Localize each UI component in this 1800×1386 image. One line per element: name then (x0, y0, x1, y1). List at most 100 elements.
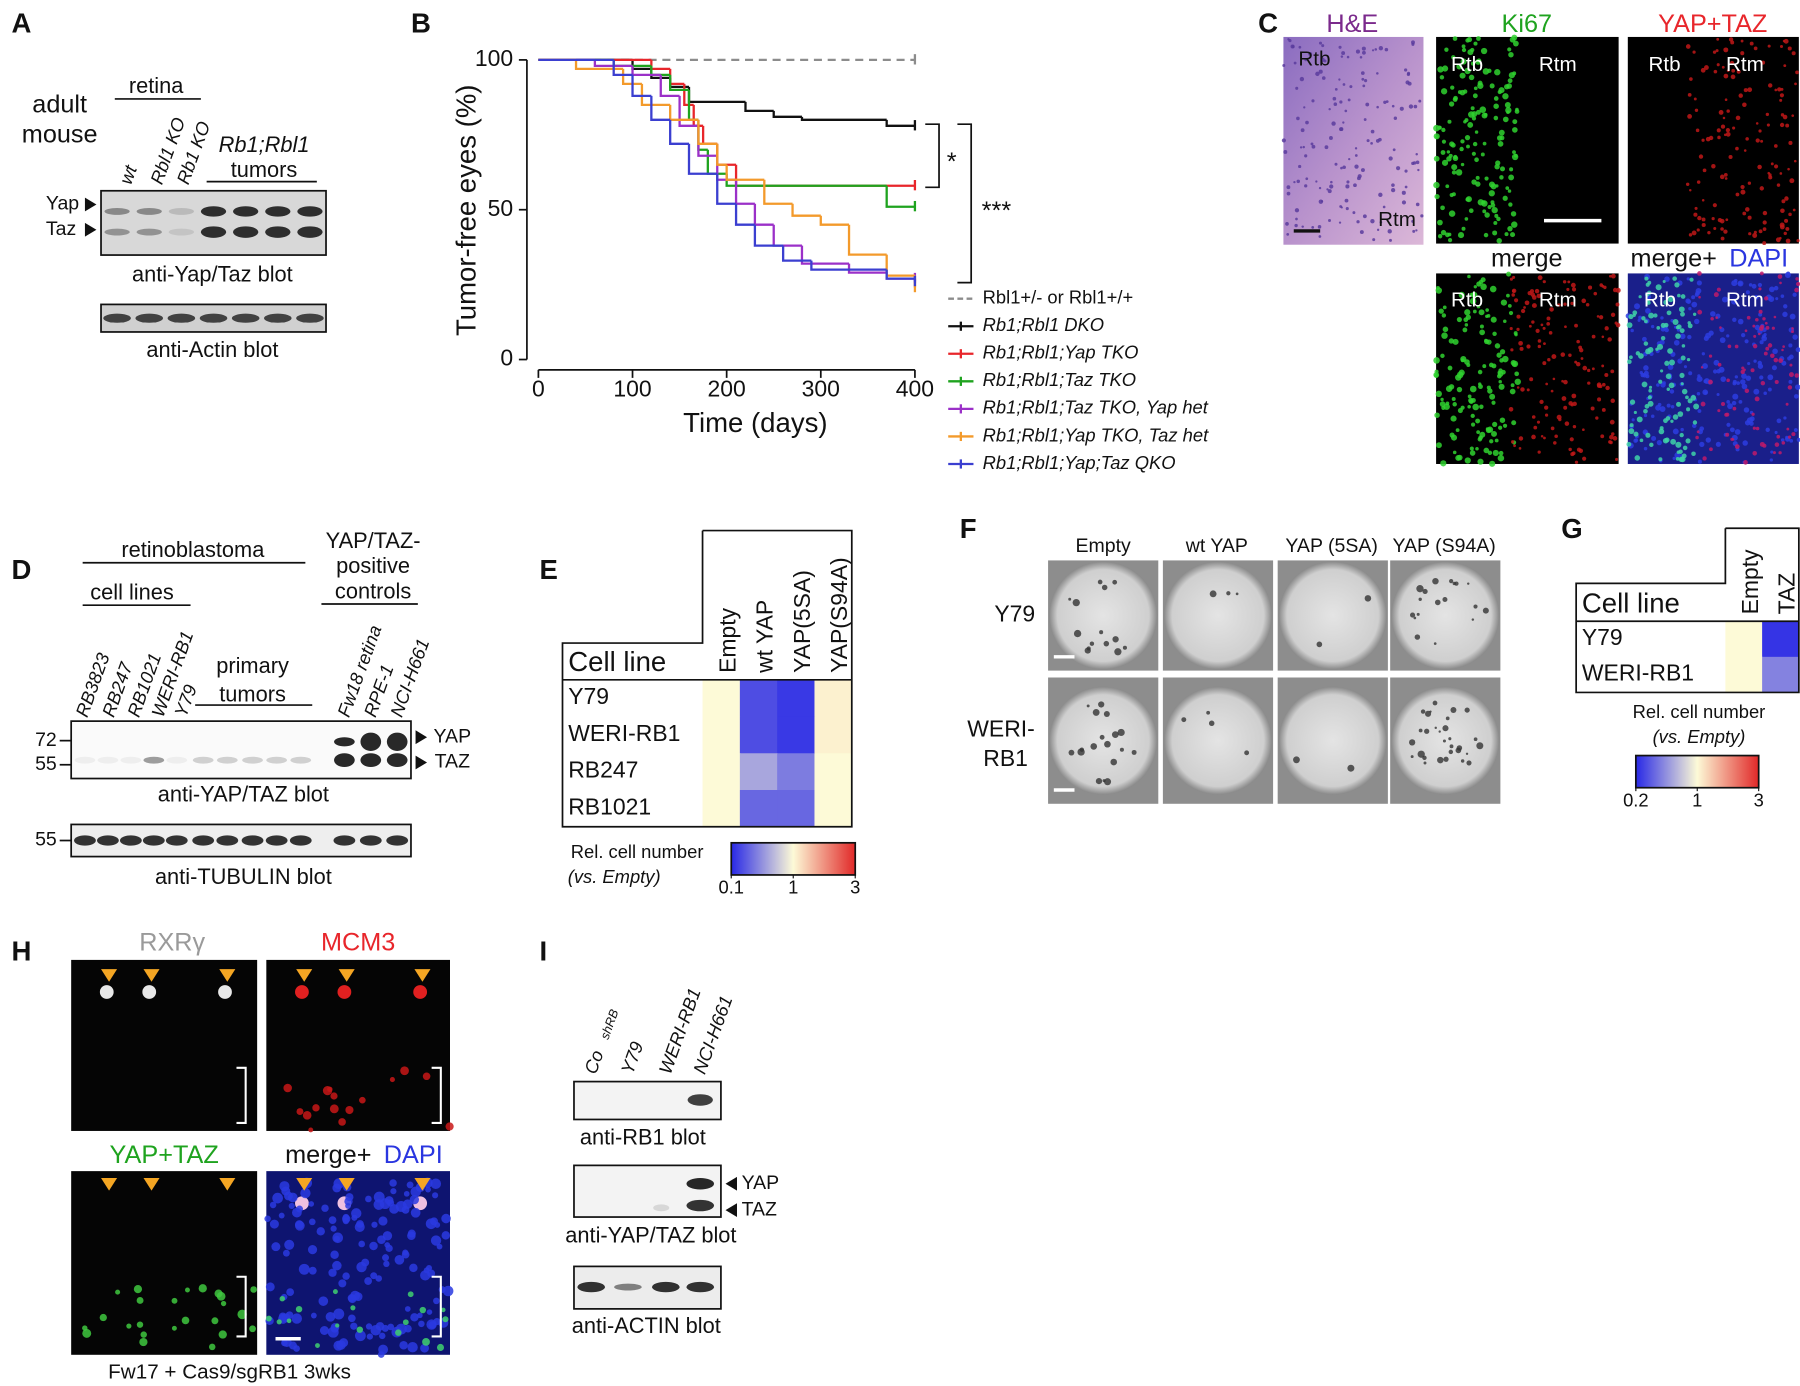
band (652, 1281, 680, 1293)
cell (1499, 135, 1505, 141)
cell (1615, 302, 1620, 307)
cell (1344, 198, 1349, 203)
cell (1757, 282, 1763, 288)
cell (1770, 353, 1775, 359)
colony (1068, 749, 1075, 756)
cell (1441, 139, 1447, 144)
colony (1465, 752, 1469, 755)
cell (1460, 405, 1465, 410)
cell (1628, 313, 1634, 320)
cell (1401, 190, 1406, 195)
cell (1753, 294, 1759, 300)
cell (1688, 307, 1692, 311)
cell (1629, 423, 1634, 428)
cell (1761, 335, 1768, 342)
cell (1506, 271, 1512, 277)
cell (1391, 183, 1395, 187)
cell (1479, 329, 1485, 336)
cell (1361, 77, 1365, 81)
cell (278, 1212, 285, 1219)
cell (1413, 104, 1418, 109)
heatmap-cell (777, 790, 816, 828)
cell (296, 1108, 304, 1116)
cell (269, 1219, 279, 1229)
cell (1758, 229, 1763, 234)
arrowhead-marker (143, 969, 160, 982)
cell (308, 1266, 317, 1275)
cell (1753, 359, 1757, 363)
band (577, 1281, 605, 1293)
cell (1769, 458, 1773, 462)
cell (1605, 385, 1610, 391)
heatmap-cell (814, 790, 853, 828)
cell (1708, 379, 1713, 385)
cell (1771, 326, 1775, 330)
cell (1461, 47, 1467, 53)
survival-step (772, 110, 802, 118)
arrowhead (84, 222, 97, 237)
cell (1748, 283, 1753, 287)
cell (1455, 428, 1460, 433)
colony (1476, 742, 1484, 750)
cell (1668, 382, 1675, 389)
column-label: YAP (5SA) (1285, 535, 1377, 557)
cell (1648, 312, 1655, 319)
cell (1610, 312, 1616, 317)
cell (1448, 101, 1455, 107)
cell (1658, 457, 1663, 462)
cell (1725, 128, 1731, 133)
arrowhead-marker (219, 969, 236, 982)
cell (1763, 391, 1767, 396)
cell (1645, 282, 1650, 287)
cell (1647, 395, 1652, 400)
panel-label: A (11, 8, 31, 39)
colony (1423, 761, 1427, 765)
cell (1480, 283, 1487, 291)
cell (1783, 64, 1787, 68)
cell (1701, 217, 1706, 222)
cell (1687, 334, 1692, 340)
survival-step (819, 215, 850, 226)
cell (1612, 287, 1618, 293)
cell (1390, 187, 1396, 193)
cell (1440, 460, 1447, 467)
cell (1779, 236, 1782, 240)
cell (1726, 400, 1731, 404)
cell (1708, 354, 1713, 358)
cell (1610, 398, 1615, 403)
row-label: Y79 (568, 683, 609, 709)
cell (293, 1345, 300, 1352)
survival-step (687, 143, 718, 175)
panel-label: D (11, 554, 31, 585)
cell (1509, 277, 1513, 281)
cell (404, 1324, 412, 1333)
cell (1667, 296, 1674, 303)
cell (1794, 82, 1797, 86)
cell (1793, 394, 1799, 399)
cell (1656, 326, 1661, 330)
heatmap-cell (1762, 656, 1800, 693)
cell (384, 1242, 391, 1248)
cell (1467, 122, 1474, 128)
cell (399, 1340, 408, 1350)
band (200, 226, 227, 238)
cell (1758, 129, 1762, 133)
cell (1332, 96, 1337, 101)
cell (1468, 208, 1474, 214)
cell (1695, 128, 1700, 133)
survival-step (885, 269, 915, 280)
cell (420, 1343, 429, 1353)
cell (1599, 315, 1604, 320)
cell (1711, 164, 1716, 169)
colony (1422, 588, 1428, 595)
cell (373, 1191, 385, 1203)
cell (315, 1343, 320, 1348)
group-label: cell lines (90, 579, 174, 604)
cell (1673, 339, 1680, 346)
cell (1502, 195, 1508, 201)
column-label: wt YAP (1185, 535, 1248, 557)
cell (1662, 381, 1666, 385)
cell (1596, 315, 1600, 318)
cell (1757, 164, 1762, 170)
cell (1478, 435, 1483, 441)
